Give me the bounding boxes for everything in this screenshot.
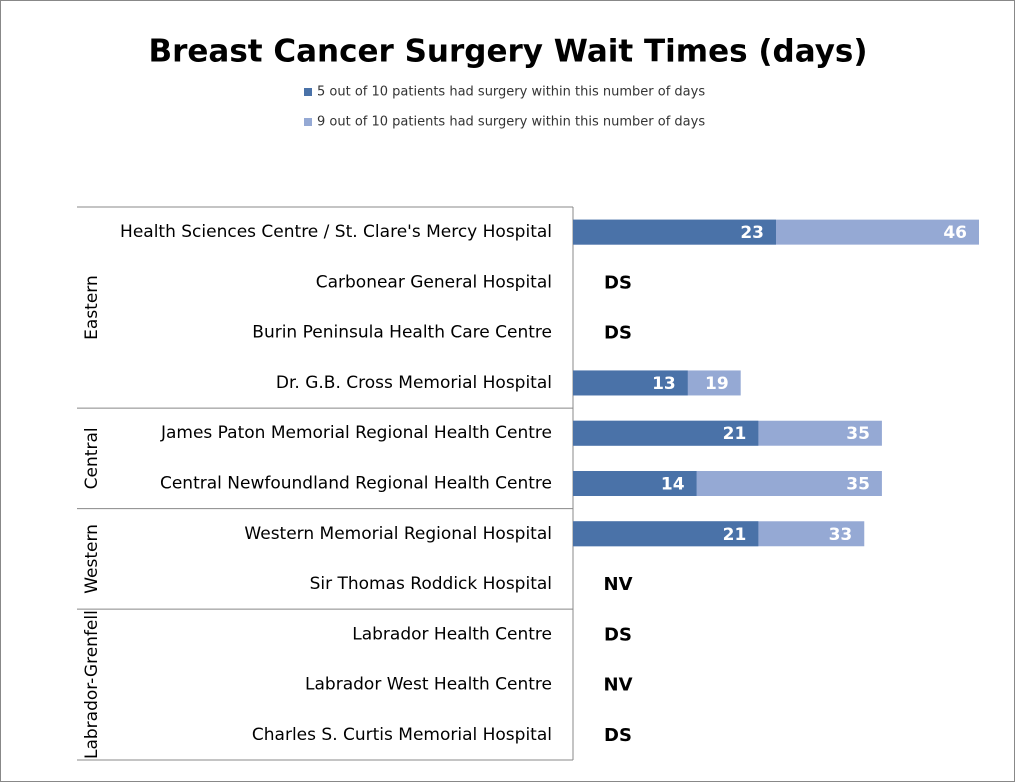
missing-label: DS <box>604 624 632 645</box>
legend-swatch <box>304 88 312 96</box>
category-label: Central Newfoundland Regional Health Cen… <box>160 474 552 494</box>
bar <box>573 370 688 396</box>
category-label: Labrador West Health Centre <box>305 675 552 695</box>
bar <box>573 219 776 245</box>
legend-swatch <box>304 118 312 126</box>
missing-label: NV <box>604 675 633 696</box>
legend-label: 9 out of 10 patients had surgery within … <box>317 115 705 130</box>
value-label: 33 <box>829 525 853 545</box>
bar <box>573 471 697 496</box>
group-label: Western <box>82 524 102 594</box>
value-label: 46 <box>943 223 967 243</box>
bar <box>573 420 759 446</box>
value-label: 35 <box>846 475 870 495</box>
legend-label: 5 out of 10 patients had surgery within … <box>317 85 705 100</box>
value-label: 35 <box>846 424 870 444</box>
value-label: 21 <box>723 525 747 545</box>
group-label: Central <box>82 427 102 489</box>
missing-label: NV <box>604 574 633 595</box>
bar <box>573 521 759 547</box>
category-label: Charles S. Curtis Memorial Hospital <box>252 725 552 745</box>
value-label: 13 <box>652 374 676 394</box>
value-label: 21 <box>723 424 747 444</box>
value-label: 23 <box>740 223 764 243</box>
category-label: Health Sciences Centre / St. Clare's Mer… <box>120 222 552 242</box>
missing-label: DS <box>604 725 632 746</box>
category-label: Carbonear General Hospital <box>316 272 552 292</box>
chart-title: Breast Cancer Surgery Wait Times (days) <box>148 34 867 70</box>
group-label: Labrador-Grenfell <box>82 610 102 759</box>
missing-label: DS <box>604 323 632 344</box>
group-label: Eastern <box>82 275 102 340</box>
missing-label: DS <box>604 272 632 293</box>
category-label: Burin Peninsula Health Care Centre <box>252 323 552 343</box>
category-label: Western Memorial Regional Hospital <box>244 524 552 544</box>
category-label: Dr. G.B. Cross Memorial Hospital <box>276 373 552 393</box>
category-label: Labrador Health Centre <box>352 624 552 644</box>
category-label: Sir Thomas Roddick Hospital <box>310 574 552 594</box>
category-label: James Paton Memorial Regional Health Cen… <box>160 423 552 443</box>
value-label: 14 <box>661 475 685 495</box>
value-label: 19 <box>705 374 729 394</box>
